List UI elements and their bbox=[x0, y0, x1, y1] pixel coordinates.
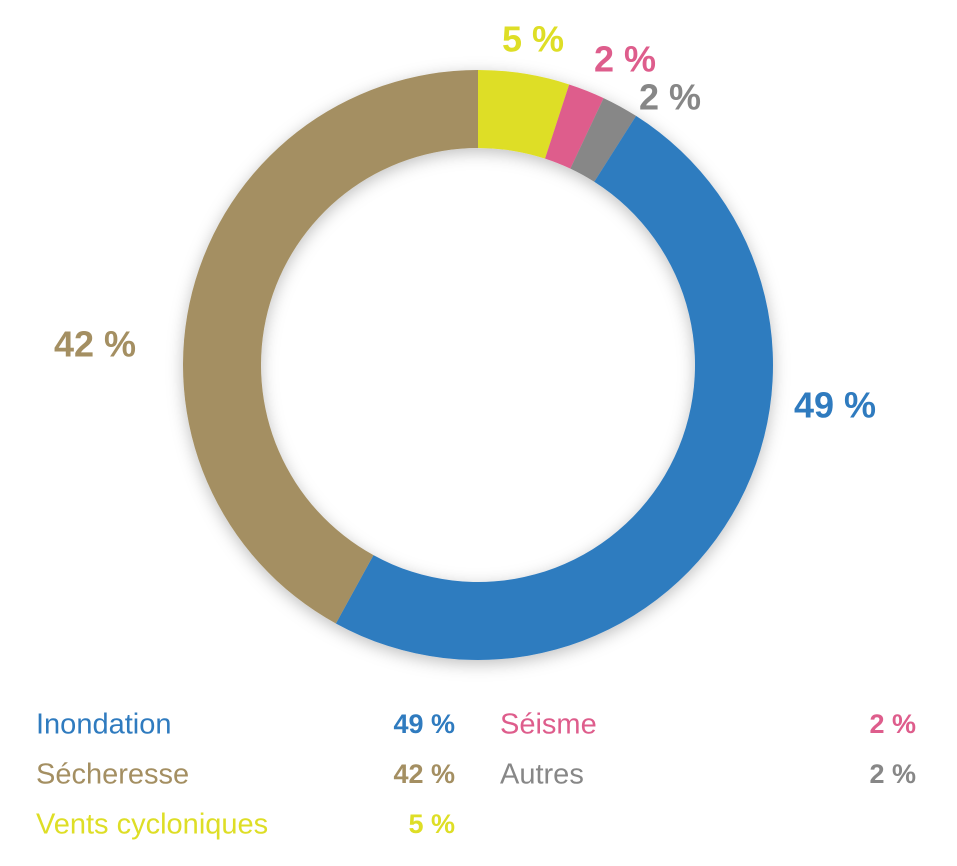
data-label: 2 % bbox=[594, 39, 656, 80]
legend-label: Séisme bbox=[500, 709, 597, 741]
data-label: 42 % bbox=[54, 324, 136, 365]
donut bbox=[183, 70, 774, 661]
donut-segment bbox=[183, 70, 478, 624]
donut-segment bbox=[545, 84, 604, 169]
legend-label: Vents cycloniques bbox=[36, 809, 268, 841]
donut-segment bbox=[478, 70, 570, 159]
legend-value: 42 % bbox=[393, 759, 455, 789]
legend-label: Autres bbox=[500, 759, 584, 791]
data-label: 2 % bbox=[639, 77, 701, 118]
data-label: 5 % bbox=[502, 19, 564, 60]
legend-label: Sécheresse bbox=[36, 759, 189, 791]
legend-value: 5 % bbox=[408, 809, 455, 839]
legend-label: Inondation bbox=[36, 709, 171, 741]
legend-value: 2 % bbox=[869, 709, 916, 739]
legend-value: 49 % bbox=[393, 709, 455, 739]
donut-segment bbox=[335, 115, 774, 661]
donut-segment bbox=[570, 98, 637, 182]
legend-value: 2 % bbox=[869, 759, 916, 789]
data-label: 49 % bbox=[794, 385, 876, 426]
